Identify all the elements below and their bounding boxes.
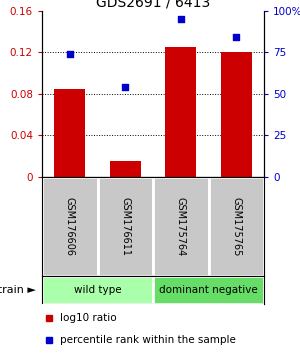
Bar: [153, 276, 264, 304]
Bar: [208, 177, 264, 276]
Text: log10 ratio: log10 ratio: [60, 313, 116, 323]
Text: GSM176611: GSM176611: [120, 197, 130, 256]
Bar: [153, 177, 208, 276]
Point: [68, 51, 72, 57]
Point: [234, 34, 239, 40]
Bar: [221, 52, 251, 177]
Text: dominant negative: dominant negative: [159, 285, 258, 295]
Title: GDS2691 / 6413: GDS2691 / 6413: [96, 0, 210, 10]
Text: GSM175765: GSM175765: [231, 197, 241, 256]
Text: GSM175764: GSM175764: [176, 197, 186, 256]
Text: GSM176606: GSM176606: [65, 197, 75, 256]
Text: percentile rank within the sample: percentile rank within the sample: [60, 335, 236, 345]
Bar: [110, 161, 140, 177]
Bar: [166, 47, 196, 177]
Point: [178, 16, 183, 22]
Bar: [42, 177, 98, 276]
Point: [123, 84, 128, 90]
Text: wild type: wild type: [74, 285, 121, 295]
Bar: [55, 88, 85, 177]
Text: strain ►: strain ►: [0, 285, 36, 295]
Bar: [42, 276, 153, 304]
Bar: [98, 177, 153, 276]
